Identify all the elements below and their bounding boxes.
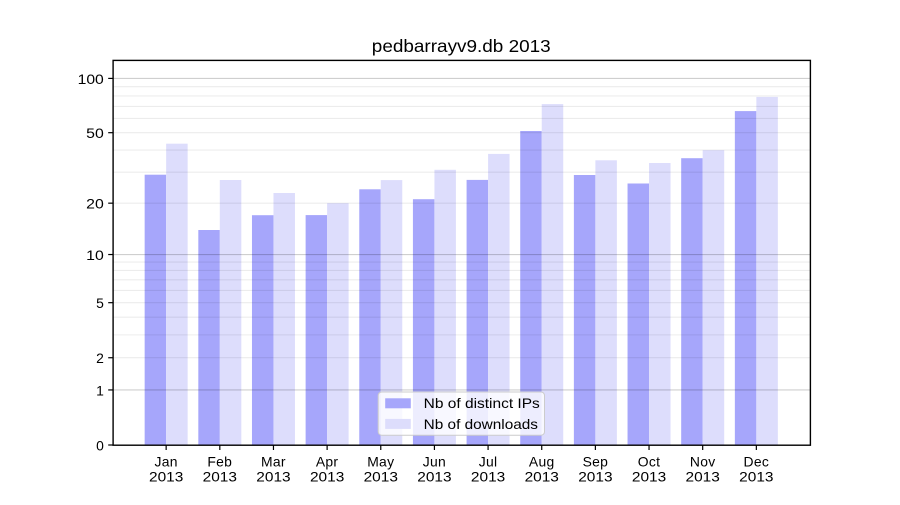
svg-text:May: May	[367, 454, 394, 470]
svg-text:2013: 2013	[256, 469, 291, 485]
svg-text:pedbarrayv9.db 2013: pedbarrayv9.db 2013	[372, 36, 551, 56]
svg-text:2013: 2013	[578, 469, 613, 485]
svg-text:2013: 2013	[686, 469, 721, 485]
svg-text:2013: 2013	[417, 469, 452, 485]
svg-text:Jun: Jun	[423, 454, 446, 470]
svg-text:Jul: Jul	[479, 454, 498, 470]
svg-text:20: 20	[86, 196, 104, 212]
svg-text:1: 1	[96, 382, 104, 398]
svg-text:Oct: Oct	[638, 454, 661, 470]
svg-text:10: 10	[86, 247, 104, 263]
svg-text:50: 50	[86, 125, 104, 141]
svg-text:2013: 2013	[525, 469, 560, 485]
svg-text:2013: 2013	[632, 469, 667, 485]
svg-text:Jan: Jan	[155, 454, 178, 470]
svg-text:Feb: Feb	[207, 454, 232, 470]
svg-text:2013: 2013	[364, 469, 399, 485]
svg-text:Nb of downloads: Nb of downloads	[424, 416, 538, 432]
svg-text:Dec: Dec	[744, 454, 770, 470]
svg-text:Aug: Aug	[529, 454, 555, 470]
svg-text:2013: 2013	[739, 469, 774, 485]
svg-text:Nb of distinct IPs: Nb of distinct IPs	[424, 395, 540, 411]
svg-text:Sep: Sep	[583, 454, 609, 470]
svg-text:2: 2	[96, 350, 104, 366]
svg-text:5: 5	[96, 295, 104, 311]
svg-text:2013: 2013	[203, 469, 238, 485]
svg-text:2013: 2013	[310, 469, 345, 485]
svg-text:Mar: Mar	[261, 454, 286, 470]
svg-text:100: 100	[78, 71, 104, 87]
svg-text:2013: 2013	[471, 469, 506, 485]
svg-text:0: 0	[96, 438, 104, 454]
svg-text:2013: 2013	[149, 469, 184, 485]
svg-text:Apr: Apr	[316, 454, 339, 470]
svg-text:Nov: Nov	[690, 454, 716, 470]
